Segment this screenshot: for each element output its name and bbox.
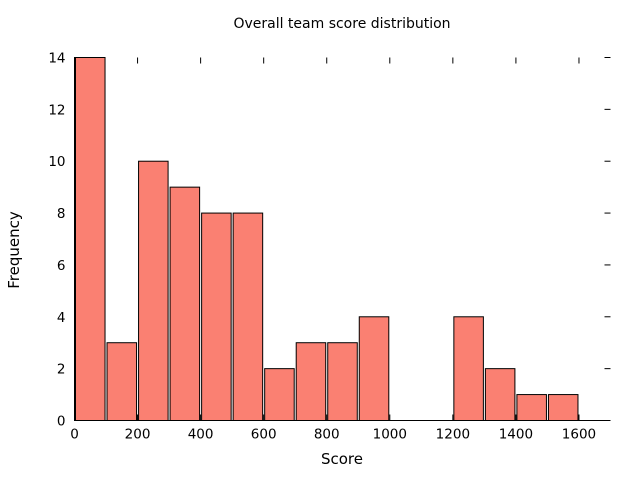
y-tick-label: 8 xyxy=(57,206,66,222)
histogram-bar xyxy=(516,394,547,422)
histogram-bar xyxy=(327,342,358,422)
x-tick-label: 1200 xyxy=(436,427,470,443)
histogram-bar xyxy=(169,186,201,421)
y-tick-label: 2 xyxy=(57,362,66,378)
y-tick-label: 0 xyxy=(57,414,66,430)
x-tick-label: 800 xyxy=(314,427,340,443)
histogram-bar xyxy=(75,57,106,421)
y-tick-label: 12 xyxy=(48,102,65,118)
histogram-bar xyxy=(106,342,138,422)
histogram-bar xyxy=(547,394,579,422)
y-tick-label: 6 xyxy=(57,258,66,274)
histogram-bar xyxy=(358,316,390,421)
x-tick-label: 200 xyxy=(125,427,151,443)
y-tick-label: 14 xyxy=(48,51,65,67)
x-tick-label: 1600 xyxy=(562,427,596,443)
chart-title: Overall team score distribution xyxy=(233,16,450,32)
histogram-bar xyxy=(232,212,264,421)
y-tick-label: 10 xyxy=(48,154,65,170)
y-tick-label: 4 xyxy=(57,310,66,326)
histogram-bar xyxy=(295,342,327,422)
x-axis-label: Score xyxy=(321,450,363,468)
x-tick-label: 1000 xyxy=(373,427,407,443)
x-tick-label: 400 xyxy=(188,427,214,443)
x-tick-label: 0 xyxy=(70,427,79,443)
histogram-bar xyxy=(201,212,232,421)
histogram-bar xyxy=(453,316,484,421)
y-axis-label: Frequency xyxy=(5,211,23,289)
x-tick-label: 1400 xyxy=(499,427,533,443)
histogram-bar xyxy=(484,368,516,421)
chart-generated-layer: 0 200 400 600 800 1000 1200 1400 1600 0 2 4 6 8 10 12 14 xyxy=(48,51,611,443)
histogram-bar xyxy=(138,160,169,421)
histogram-bar xyxy=(264,368,295,421)
x-tick-label: 600 xyxy=(251,427,277,443)
